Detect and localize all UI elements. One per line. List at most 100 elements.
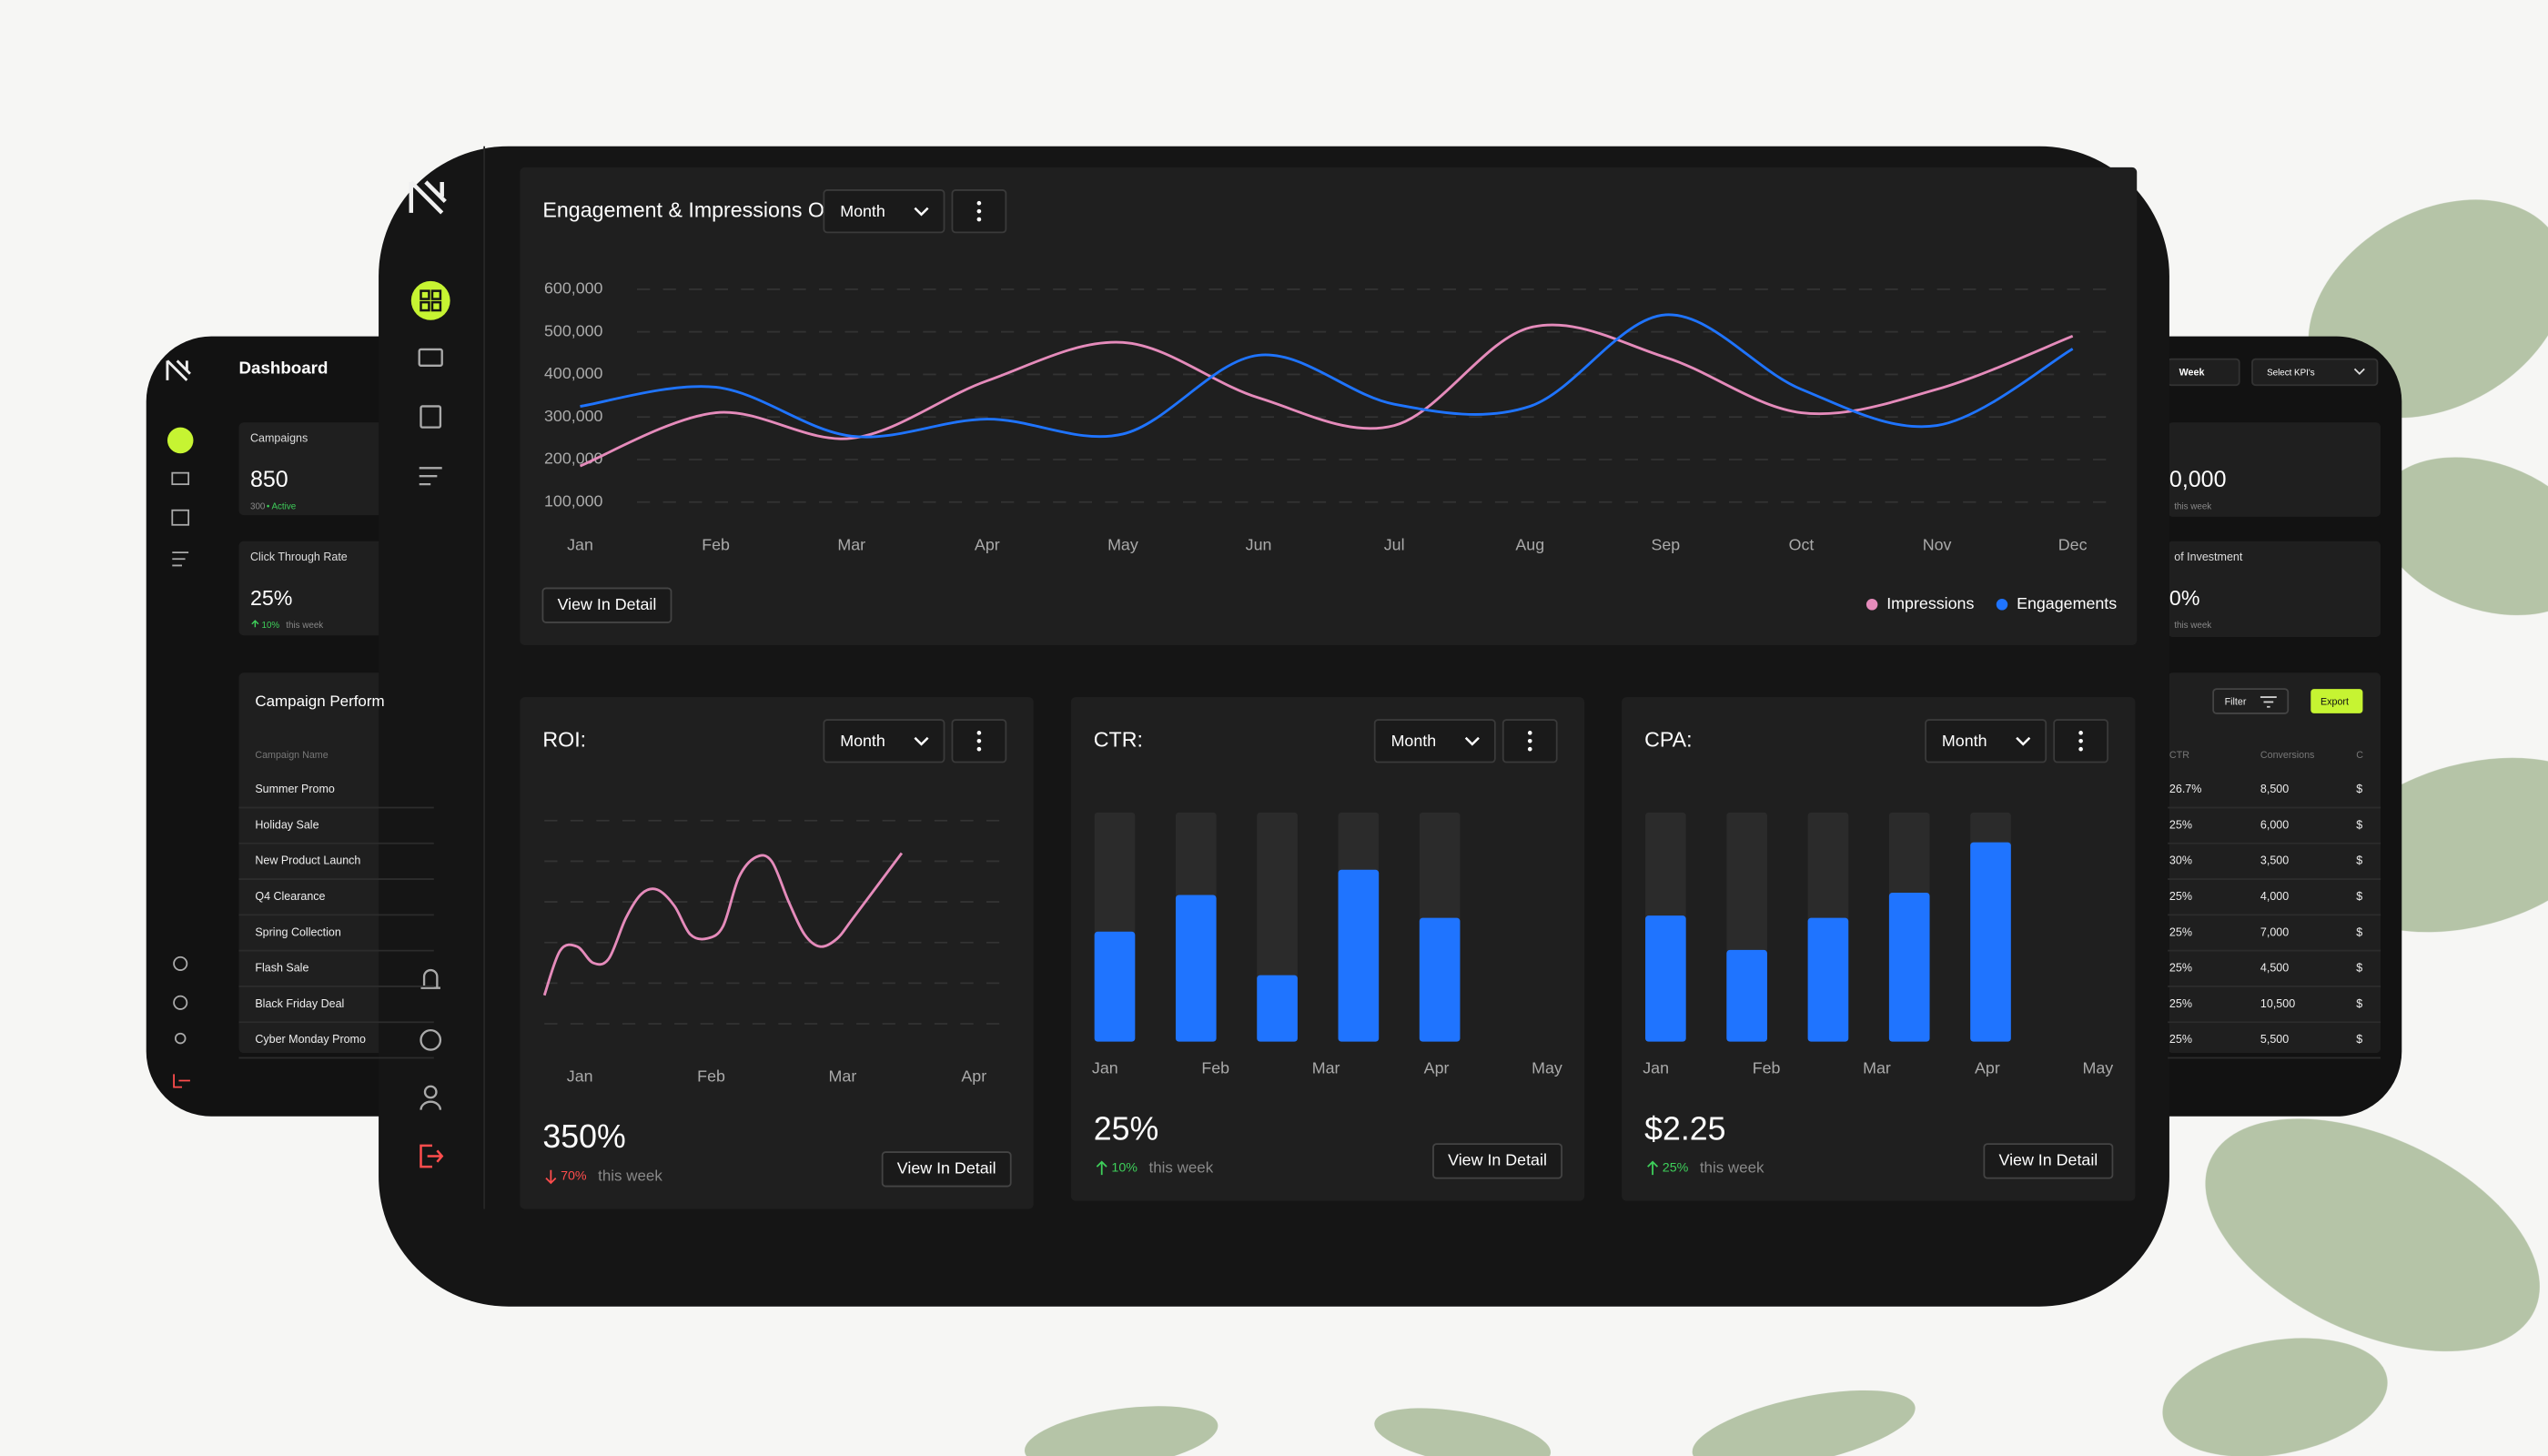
nav-icon[interactable]	[171, 471, 190, 486]
trend-arrow	[1096, 1160, 1107, 1176]
kpi-change: 10%	[262, 621, 280, 631]
menu-dot	[976, 731, 982, 735]
menu-dot	[1527, 731, 1532, 735]
settings-icon[interactable]	[173, 995, 188, 1010]
period-dropdown[interactable]	[823, 719, 945, 763]
menu-dot	[976, 746, 982, 752]
nav-dashboard-icon[interactable]	[167, 427, 194, 454]
chevron	[914, 736, 929, 746]
kpi-value: 25%	[1094, 1110, 1158, 1147]
detail-button[interactable]	[1432, 1143, 1562, 1179]
kpi-status: • Active	[267, 502, 297, 512]
nav-icon[interactable]	[171, 509, 190, 526]
table-cell: Holiday Sale	[255, 818, 318, 831]
menu-dot	[2078, 731, 2083, 735]
kpi-sub: 300	[250, 502, 266, 512]
x-tick-label: Apr	[1975, 1059, 2000, 1077]
y-tick-label: 100,000	[544, 492, 603, 511]
logout-icon[interactable]	[173, 1074, 190, 1088]
period-label: Month	[1942, 732, 1987, 750]
user-icon[interactable]	[423, 1085, 438, 1099]
settings-icon[interactable]	[420, 1028, 442, 1051]
table-cell: $	[2356, 962, 2362, 975]
table-title: Campaign Perform	[255, 693, 384, 710]
bar	[1094, 931, 1136, 1042]
x-tick-label: Jul	[1384, 536, 1405, 554]
x-tick-label: Feb	[1753, 1059, 1781, 1077]
table-cell: 7,000	[2260, 925, 2289, 938]
table-cell: Cyber Monday Promo	[255, 1033, 366, 1046]
bell-icon[interactable]	[420, 968, 440, 989]
detail-button[interactable]	[881, 1151, 1012, 1188]
menu-dot	[1527, 746, 1532, 752]
table-cell: 25%	[2169, 890, 2192, 903]
detail-button[interactable]	[1983, 1143, 2114, 1179]
nav-campaign-icon[interactable]	[418, 348, 443, 367]
user-icon[interactable]	[174, 1032, 187, 1045]
bar	[1175, 895, 1217, 1042]
leaf	[1024, 1406, 1218, 1456]
kpi-value: 0%	[2169, 586, 2200, 610]
kpi-change: 25%	[1663, 1161, 1689, 1176]
x-tick-label: Dec	[2058, 536, 2088, 554]
back-right-screen	[2167, 358, 2381, 1054]
leaf	[2205, 1118, 2540, 1351]
detail-button[interactable]	[541, 587, 672, 623]
week-label: Week	[2179, 368, 2205, 379]
x-tick-label: Feb	[1201, 1059, 1229, 1077]
table-cell: $	[2356, 997, 2362, 1010]
bell-icon[interactable]	[173, 956, 188, 971]
detail-label: View In Detail	[1999, 1151, 2098, 1169]
kpi-label: of Investment	[2174, 551, 2243, 563]
kpi-period: this week	[2174, 621, 2211, 631]
x-tick-label: May	[1532, 1059, 1562, 1077]
card-title: CPA:	[1644, 727, 1692, 751]
nav-task-icon[interactable]	[419, 467, 442, 486]
export-button[interactable]	[2310, 689, 2363, 713]
table-cell: $	[2356, 1033, 2362, 1046]
user-icon-body	[420, 1100, 442, 1110]
y-tick-label: 500,000	[544, 321, 603, 339]
table-header: CTR	[2169, 750, 2189, 761]
x-tick-label: Feb	[697, 1067, 725, 1086]
kpi-select[interactable]	[2251, 358, 2379, 387]
menu-dot	[976, 217, 982, 222]
up-arrow	[251, 620, 259, 628]
period-dropdown[interactable]	[1925, 719, 2048, 763]
line-series	[579, 323, 2074, 468]
period-dropdown[interactable]	[1373, 719, 1496, 763]
legend-label: Impressions	[1886, 594, 1974, 612]
table-cell: Black Friday Deal	[255, 997, 344, 1010]
kpi-period: this week	[286, 621, 323, 631]
x-tick-label: Feb	[702, 536, 730, 554]
bar	[1338, 869, 1380, 1042]
trend-arrow	[1647, 1160, 1659, 1176]
nav-dashboard-icon[interactable]	[410, 280, 450, 320]
legend-label: Engagements	[2017, 594, 2117, 612]
roi-card	[520, 697, 1034, 1209]
nav-report-icon[interactable]	[420, 405, 442, 429]
chevron	[1464, 736, 1480, 746]
period-label: Month	[840, 202, 885, 220]
table-cell: $	[2356, 854, 2362, 867]
kpi-change: 70%	[561, 1169, 587, 1184]
y-tick-label: 300,000	[544, 407, 603, 425]
glyph-part	[420, 300, 430, 312]
table-cell: Flash Sale	[255, 962, 308, 975]
card-title: ROI:	[542, 727, 586, 751]
kpi-card	[2168, 422, 2381, 517]
logout-icon[interactable]	[420, 1144, 444, 1168]
menu-dot	[2078, 738, 2083, 743]
table-cell: 25%	[2169, 818, 2192, 831]
table-cell: New Product Launch	[255, 854, 360, 867]
menu-dot	[976, 208, 982, 214]
nav-icon[interactable]	[172, 551, 189, 567]
bar	[1419, 917, 1461, 1042]
main-sidebar	[409, 180, 450, 1168]
x-tick-label: Mar	[1863, 1059, 1891, 1077]
period-dropdown[interactable]	[823, 189, 945, 234]
table-header: Campaign Name	[255, 750, 328, 761]
kpi-value: 350%	[542, 1118, 625, 1155]
chevron	[2016, 736, 2031, 746]
